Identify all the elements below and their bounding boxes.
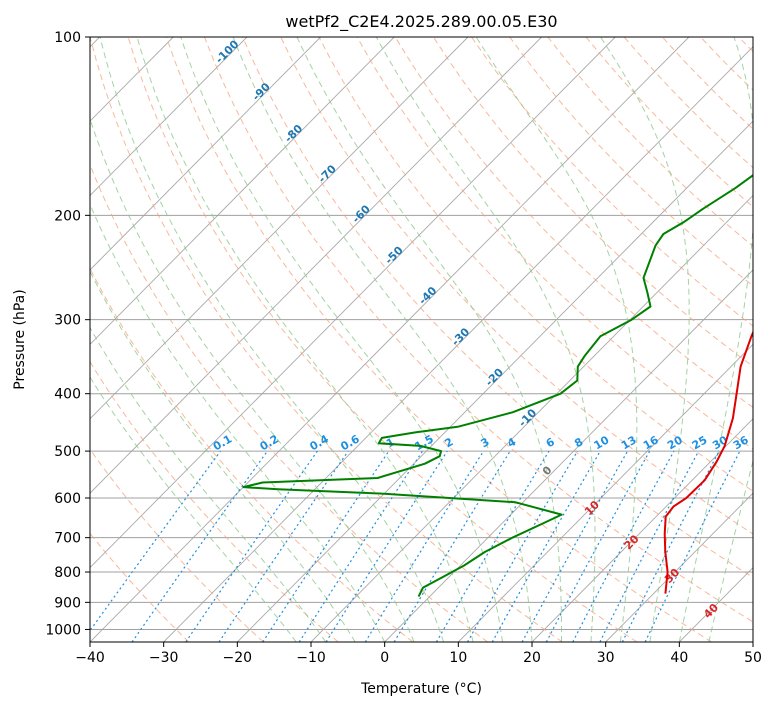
moist-adiabat-line [136, 37, 474, 642]
temperature-profile-line [663, 330, 753, 594]
isotherm-line [90, 37, 395, 345]
mixing-ratio-line [262, 450, 390, 642]
isotherm-line [90, 37, 321, 271]
mixing-ratio-line [521, 450, 629, 642]
x-tick-label: −10 [296, 650, 326, 666]
moist-adiabat-line [180, 37, 503, 642]
y-tick-label: 500 [54, 444, 81, 460]
x-tick-label: 0 [380, 650, 389, 666]
mixing-ratio-line [599, 450, 700, 642]
plot-frame [89, 36, 754, 643]
moist-adiabat-line [678, 37, 753, 642]
isotherm-line [458, 343, 753, 642]
isotherm-line [90, 37, 469, 420]
moist-adiabat-line [475, 37, 638, 642]
dry-adiabat-line [90, 267, 414, 642]
moist-adiabat-lines [90, 37, 753, 642]
mixing-ratio-line [491, 450, 601, 642]
isotherm-line [90, 37, 616, 569]
isotherm-line [531, 418, 753, 642]
dewpoint-profile-line [242, 174, 753, 598]
mixing-ratio-line [90, 450, 221, 632]
y-tick-label: 700 [54, 531, 81, 547]
dry-adiabat-line [280, 37, 753, 535]
mixing-ratio-line [644, 450, 741, 642]
isotherm-line [384, 269, 753, 642]
x-tick-label: 20 [523, 650, 541, 666]
dry-adiabat-line [318, 37, 753, 492]
dry-adiabat-line [90, 37, 563, 642]
y-axis-label: Pressure (hPa) [12, 289, 28, 389]
x-tick-label: −30 [149, 650, 179, 666]
dry-adiabat-line [127, 37, 638, 642]
mixing-ratio-line [466, 450, 579, 642]
x-tick-label: 50 [744, 650, 762, 666]
isotherm-line [90, 37, 690, 642]
moist-adiabat-line [296, 37, 562, 642]
y-tick-label: 100 [54, 30, 81, 46]
x-tick-label: 10 [449, 650, 467, 666]
dry-adiabat-line [394, 37, 753, 409]
mixing-ratio-line [572, 450, 675, 642]
y-tick-label: 400 [54, 387, 81, 403]
y-tick-label: 600 [54, 491, 81, 507]
moist-adiabat-line [99, 37, 445, 642]
dry-adiabat-line [432, 37, 753, 368]
mixing-ratio-line [545, 450, 651, 642]
chart-title: wetPf2_C2E4.2025.289.00.05.E30 [285, 12, 557, 32]
y-tick-label: 300 [54, 313, 81, 329]
dry-adiabat-lines [90, 37, 753, 642]
mixing-ratio-line [435, 450, 550, 642]
isotherm-line [163, 46, 753, 642]
dry-adiabat-line [242, 37, 753, 579]
x-tick-label: 40 [670, 650, 688, 666]
moist-adiabat-line [90, 203, 386, 642]
isotherm-line [605, 492, 753, 642]
moist-adiabat-line [90, 326, 327, 642]
dry-adiabat-line [90, 448, 264, 642]
y-tick-label: 200 [54, 208, 81, 224]
y-tick-label: 800 [54, 565, 81, 581]
moist-adiabat-line [375, 37, 596, 642]
sounding-profiles [242, 174, 753, 598]
moist-adiabat-line [708, 458, 753, 642]
moist-adiabat-line [232, 37, 533, 642]
x-tick-label: −20 [223, 650, 253, 666]
dry-adiabat-line [509, 37, 753, 287]
mixing-ratio-line [364, 450, 485, 642]
moist-adiabat-line [90, 270, 356, 642]
x-axis-label: Temperature (°C) [360, 681, 482, 697]
isotherm-line [237, 120, 753, 642]
x-tick-label: −40 [75, 650, 105, 666]
x-axis-ticks: −40 −30 −20 −10 0 10 20 30 40 50 [75, 642, 762, 666]
mixing-ratio-line [131, 450, 268, 642]
moist-adiabat-line [90, 117, 415, 642]
isotherm-line [90, 37, 248, 197]
x-tick-label: 30 [597, 650, 615, 666]
moist-adiabat-line [90, 376, 297, 642]
dry-adiabat-line [471, 37, 753, 327]
moist-adiabat-line [600, 37, 690, 642]
pressure-gridlines [90, 37, 753, 630]
dry-adiabat-line [356, 37, 753, 450]
y-tick-label: 900 [54, 595, 81, 611]
isotherm-line [90, 37, 542, 494]
dry-adiabat-line [165, 37, 712, 642]
mixing-ratio-line [621, 450, 720, 642]
mixing-ratio-line [393, 450, 511, 642]
y-axis-ticks: 100 200 300 400 500 600 700 800 900 1000 [45, 30, 90, 638]
dry-adiabat-line [203, 37, 753, 623]
isotherm-lines [90, 37, 753, 642]
y-tick-label: 1000 [45, 622, 81, 638]
